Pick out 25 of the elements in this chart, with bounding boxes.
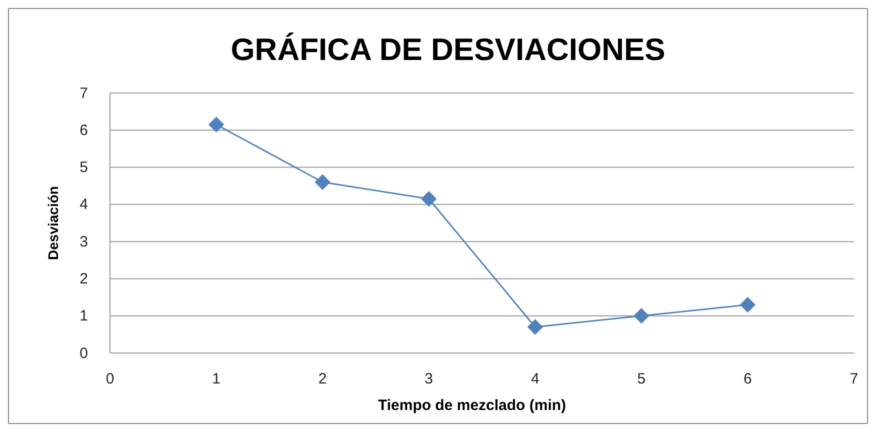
y-tick-label: 5: [80, 159, 88, 176]
point: [740, 296, 756, 313]
x-tick-label: 1: [212, 370, 220, 388]
point: [634, 308, 650, 324]
y-axis-title: Desviación: [45, 186, 61, 260]
chart-title: GRÁFICA DE DESVIACIONES: [230, 32, 666, 67]
y-tick-label: 1: [80, 308, 88, 325]
x-axis-title: Tiempo de mezclado (min): [378, 397, 566, 414]
y-tick-label: 6: [80, 122, 88, 139]
x-tick-label: 0: [106, 370, 114, 388]
point: [314, 174, 330, 190]
x-tick-label: 2: [318, 370, 327, 388]
x-tick-label: 4: [530, 370, 540, 388]
point: [420, 190, 437, 207]
x-tick-label: 5: [637, 370, 646, 388]
y-tick-label: 0: [80, 344, 88, 362]
y-tick-label: 3: [80, 233, 88, 250]
point: [527, 319, 544, 335]
x-tick-label: 3: [424, 370, 434, 388]
point: [208, 116, 224, 132]
y-tick-label: 2: [80, 270, 88, 288]
x-tick-label: 7: [850, 370, 858, 388]
y-tick-label: 4: [80, 196, 88, 214]
y-tick-label: 7: [80, 84, 88, 102]
x-tick-label: 6: [744, 370, 752, 388]
